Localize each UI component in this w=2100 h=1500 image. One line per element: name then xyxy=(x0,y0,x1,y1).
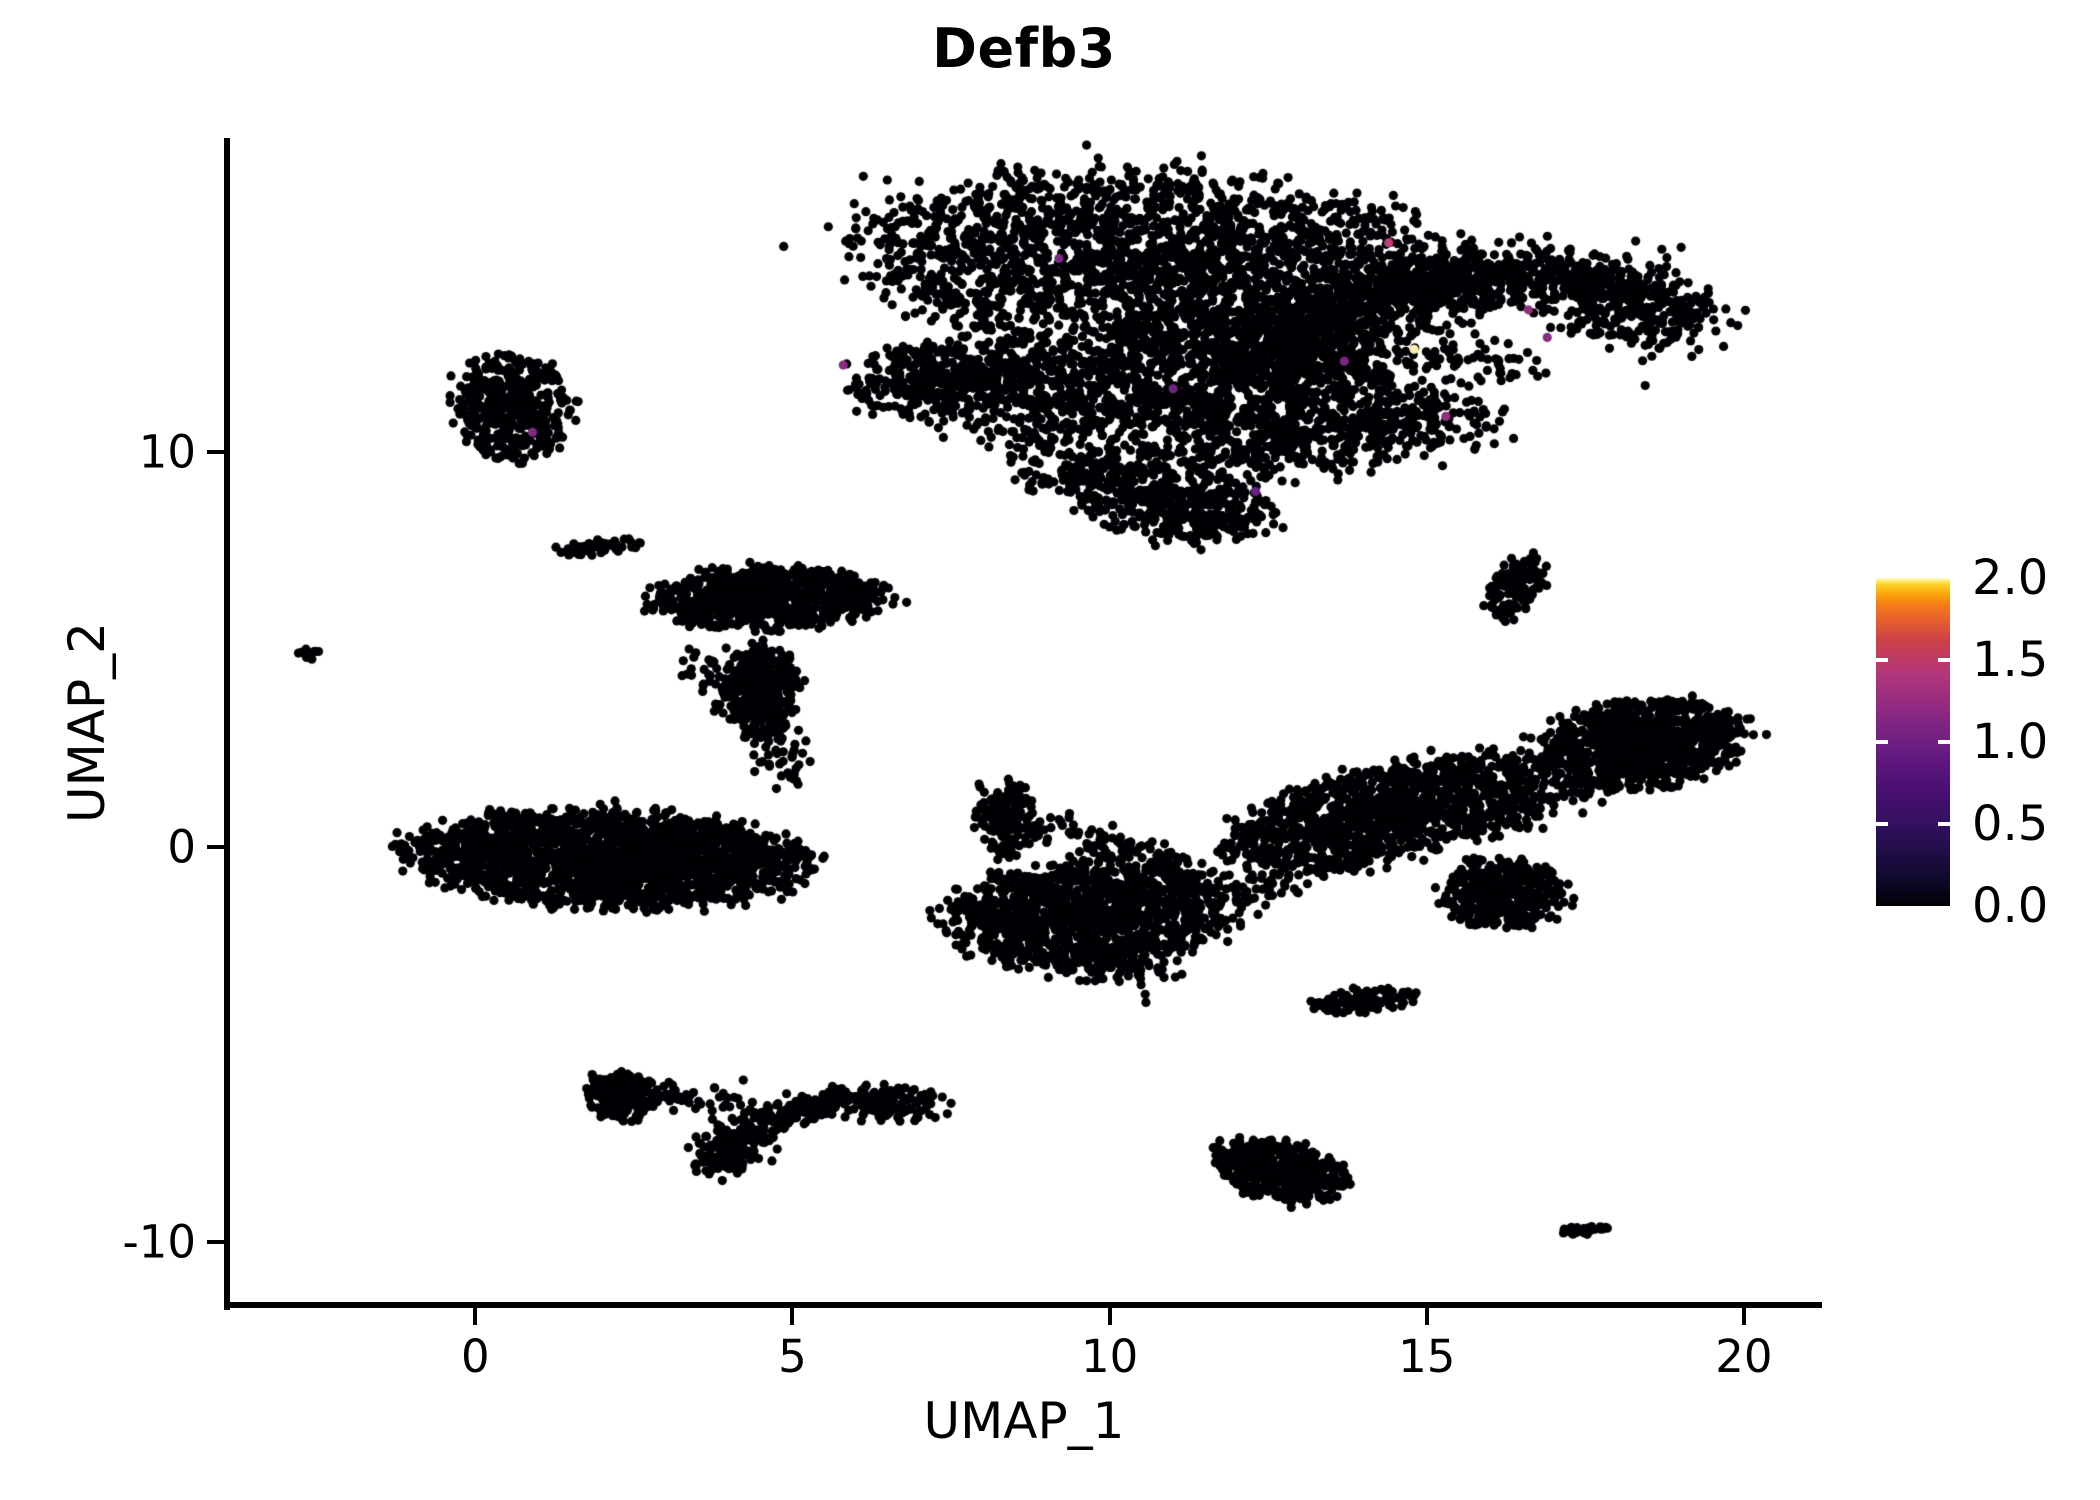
x-tick-mark xyxy=(1424,1308,1429,1325)
x-tick-label: 10 xyxy=(1080,1330,1139,1383)
colorbar-tick-mark xyxy=(1938,740,1950,744)
x-axis-spine xyxy=(224,1302,1822,1308)
y-axis-spine xyxy=(224,138,230,1310)
x-tick-mark xyxy=(1741,1308,1746,1325)
colorbar-tick-label: 2.0 xyxy=(1972,550,2049,606)
x-tick-label: 0 xyxy=(461,1330,490,1383)
colorbar-tick-mark xyxy=(1938,822,1950,826)
colorbar-tick-label: 0.5 xyxy=(1972,796,2049,852)
colorbar-tick-label: 1.5 xyxy=(1972,632,2049,688)
x-tick-mark xyxy=(473,1308,478,1325)
scatter-points-canvas xyxy=(228,140,1820,1305)
x-tick-mark xyxy=(790,1308,795,1325)
plot-area xyxy=(228,140,1820,1305)
x-tick-label: 20 xyxy=(1715,1330,1773,1383)
x-axis-label: UMAP_1 xyxy=(923,1392,1125,1450)
colorbar-gradient xyxy=(1876,578,1950,906)
colorbar-tick-label: 0.0 xyxy=(1972,878,2049,934)
page-title: Defb3 xyxy=(932,17,1116,80)
y-axis-label: UMAP_2 xyxy=(58,622,116,823)
colorbar-tick-mark xyxy=(1876,658,1888,662)
x-tick-mark xyxy=(1107,1308,1112,1325)
y-tick-mark xyxy=(207,449,224,454)
y-tick-mark xyxy=(207,1239,224,1244)
colorbar-tick-mark xyxy=(1938,658,1950,662)
colorbar: 2.0 1.5 1.0 0.5 0.0 xyxy=(1876,550,2096,934)
colorbar-tick-label: 1.0 xyxy=(1972,714,2049,770)
colorbar-tick-mark xyxy=(1876,822,1888,826)
y-tick-label: -10 xyxy=(122,1215,197,1269)
x-tick-label: 5 xyxy=(778,1330,807,1383)
x-tick-label: 15 xyxy=(1398,1330,1456,1383)
y-tick-label: 0 xyxy=(167,820,196,874)
colorbar-tick-mark xyxy=(1876,740,1888,744)
y-tick-mark xyxy=(207,844,224,849)
y-tick-label: 10 xyxy=(138,425,196,479)
